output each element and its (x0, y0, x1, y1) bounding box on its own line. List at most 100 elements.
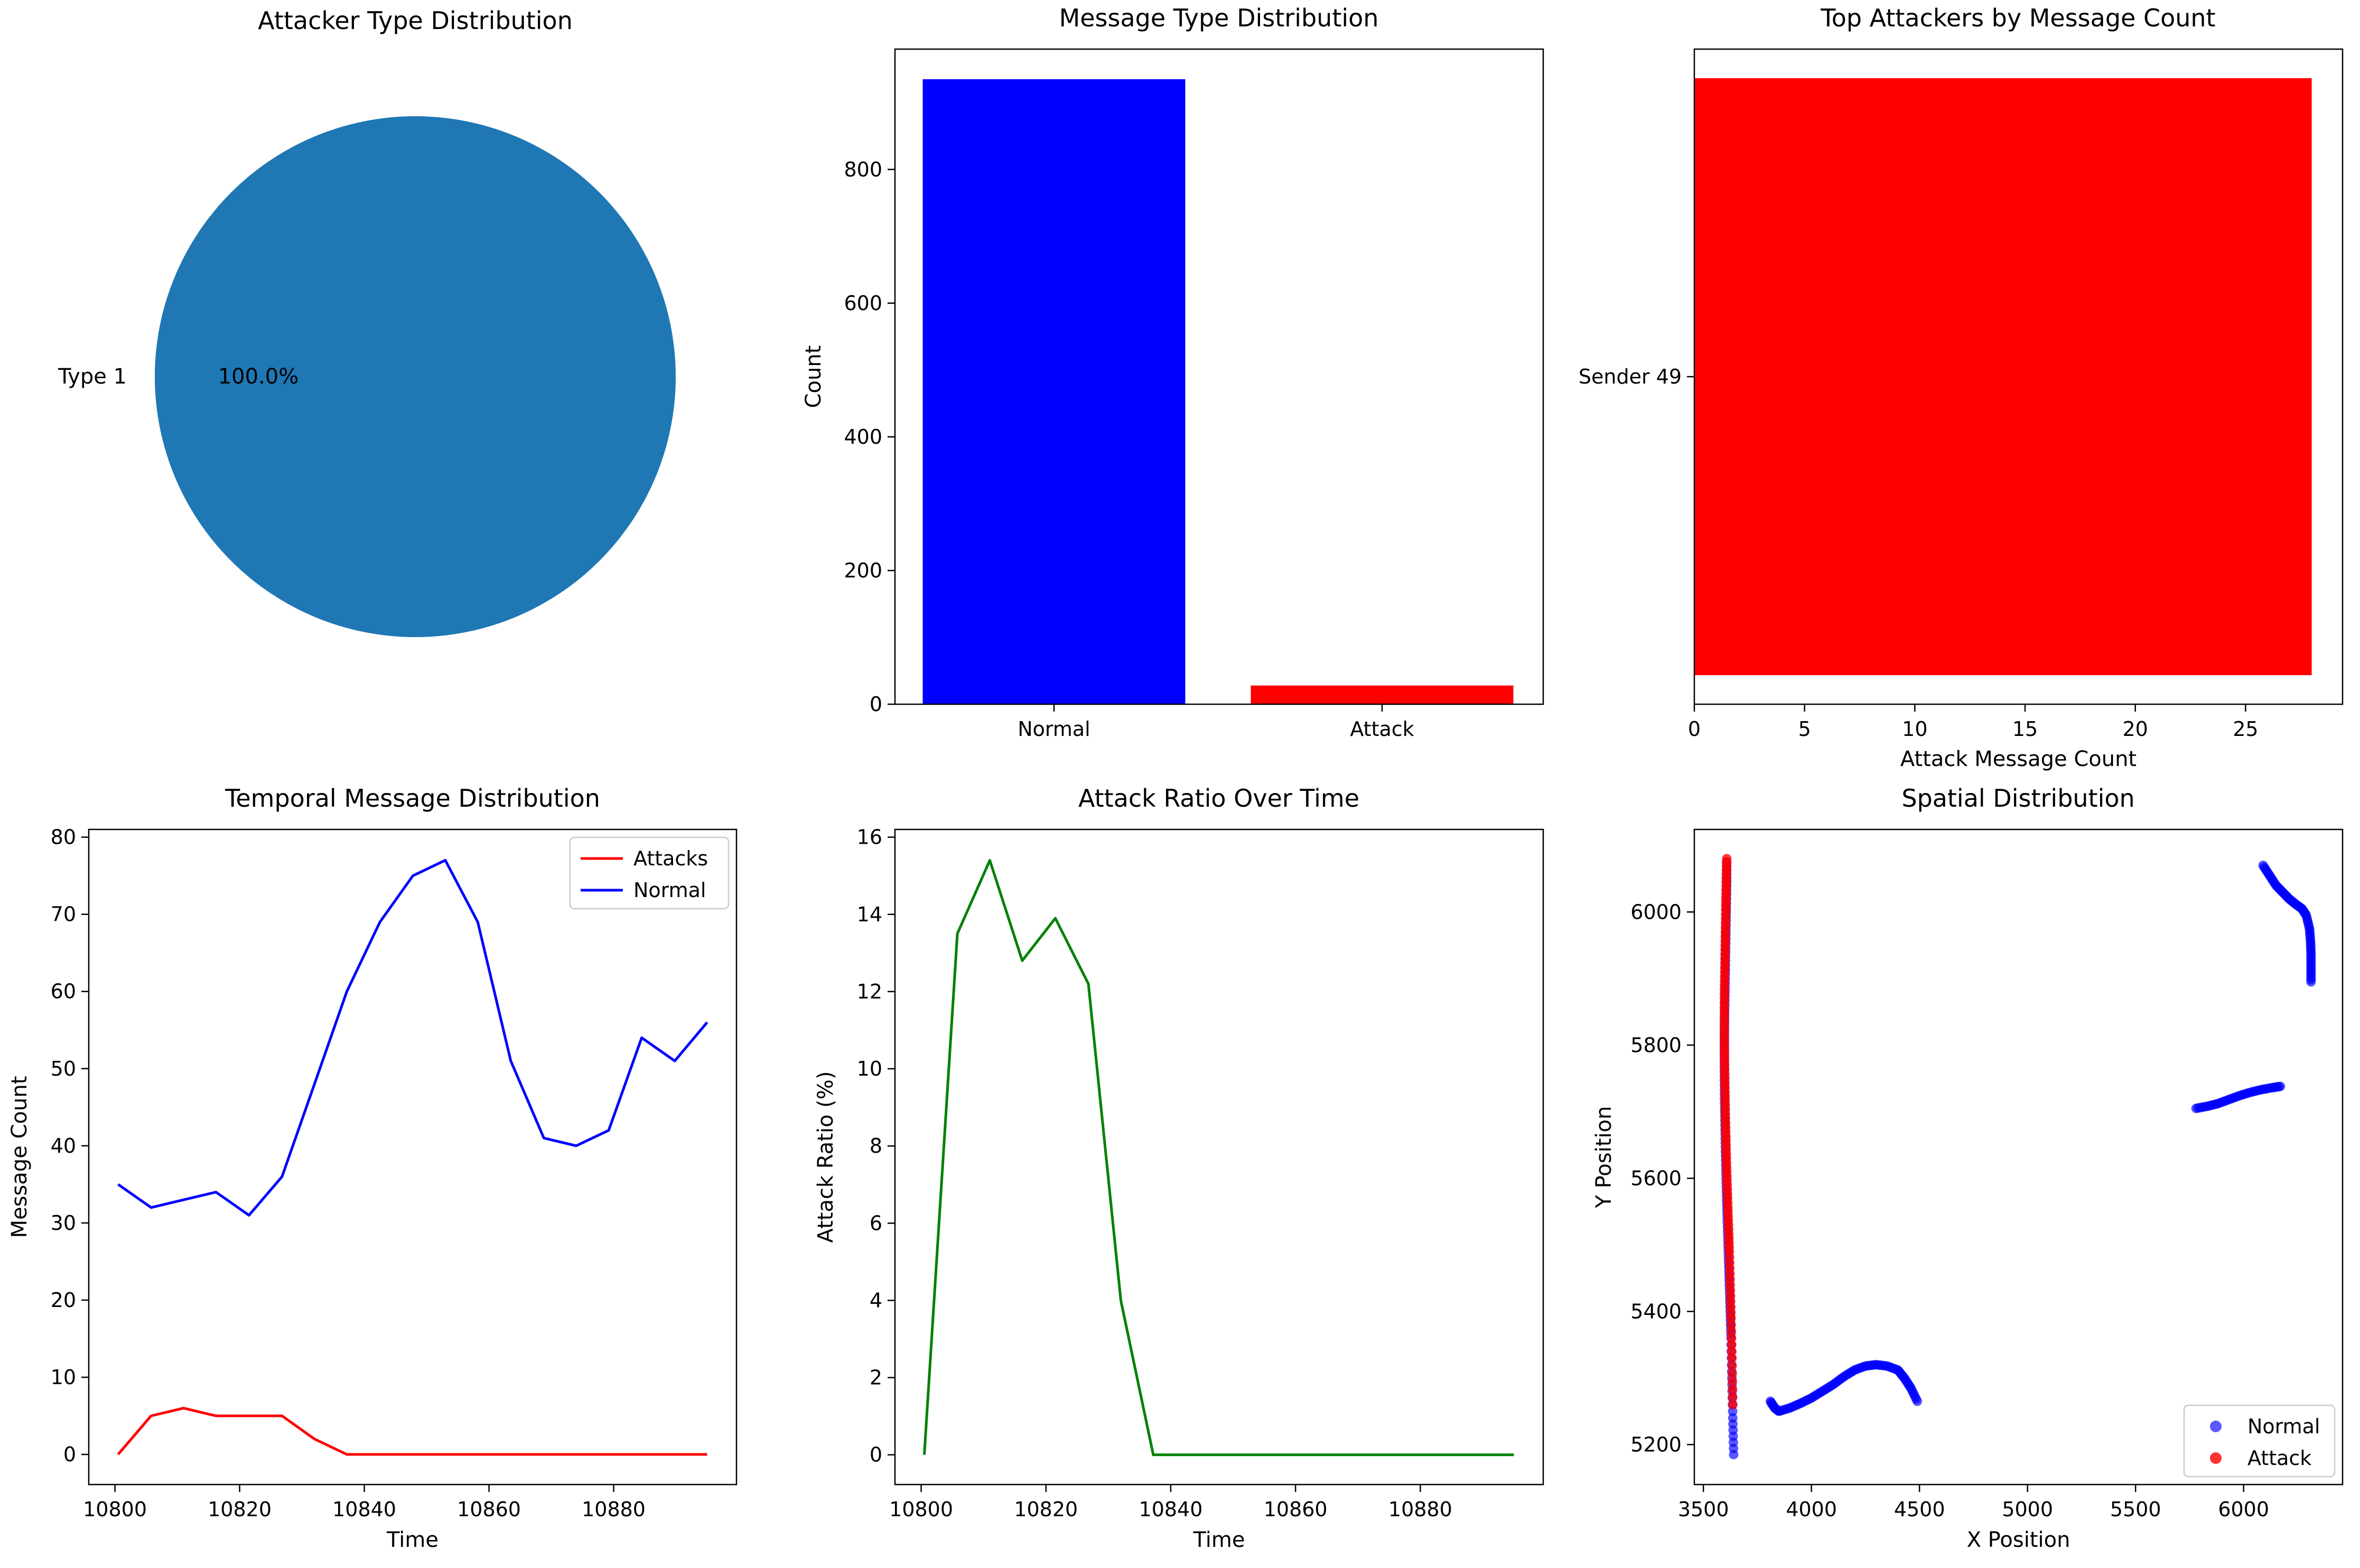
y-tick-label: 10 (857, 1057, 882, 1080)
x-tick-label: 5 (1798, 717, 1811, 741)
pie-pct-label: 100.0% (218, 365, 299, 389)
scatter-point (2275, 1081, 2286, 1091)
legend-label: Attacks (633, 847, 708, 870)
y-tick-label: 2 (870, 1366, 882, 1389)
scatter-point (1727, 1327, 1737, 1337)
y-tick-label: 0 (870, 693, 882, 716)
y-tick-label: 20 (51, 1289, 76, 1312)
bar (922, 79, 1186, 705)
scatter-point (1726, 1313, 1736, 1323)
scatter-point (1913, 1396, 1923, 1406)
y-tick-label: 5600 (1630, 1166, 1682, 1190)
y-axis-label: Attack Ratio (%) (814, 1071, 838, 1243)
scatter-point (1727, 1346, 1737, 1356)
scatter-point (1727, 1368, 1737, 1378)
y-axis-label: Count (801, 346, 826, 408)
y-axis-label: Message Count (7, 1076, 32, 1238)
y-tick-label: 16 (857, 826, 882, 849)
x-tick-label: 10880 (582, 1498, 646, 1521)
x-tick-label: 6000 (2218, 1498, 2269, 1521)
scatter-point (1727, 1361, 1737, 1371)
y-tick-label: 30 (51, 1211, 76, 1235)
y-tick-label: Sender 49 (1579, 365, 1682, 388)
axes-frame (88, 828, 738, 1486)
x-tick-label: 20 (2123, 717, 2148, 741)
series-line (117, 1406, 707, 1456)
y-tick-label: 5800 (1630, 1033, 1682, 1057)
y-tick-label: 8 (870, 1134, 882, 1158)
y-tick-label: 0 (870, 1443, 882, 1467)
x-tick-label: 10820 (1014, 1498, 1078, 1521)
legend-label: Attack (2247, 1446, 2311, 1470)
scatter-point (1728, 1392, 1738, 1402)
x-tick-label: 3500 (1678, 1498, 1729, 1521)
x-axis-label: Attack Message Count (1900, 747, 2137, 771)
legend-marker (2210, 1452, 2222, 1464)
scatter-point (1727, 1353, 1737, 1363)
legend-label: Normal (2247, 1415, 2320, 1438)
chart-title: Attack Ratio Over Time (1078, 784, 1359, 813)
legend-marker (2210, 1421, 2222, 1432)
chart-title: Temporal Message Distribution (225, 784, 600, 813)
x-tick-label: 10840 (1139, 1498, 1203, 1521)
axes-frame (1693, 828, 2344, 1486)
y-tick-label: 800 (844, 158, 882, 181)
y-axis-label: Y Position (1592, 1106, 1616, 1209)
chart-title: Message Type Distribution (1059, 4, 1379, 32)
y-tick-label: 50 (51, 1057, 76, 1080)
scatter-point (1728, 1406, 1738, 1416)
y-tick-label: 600 (844, 292, 882, 315)
y-tick-label: 70 (51, 903, 76, 926)
x-tick-label: 10800 (83, 1498, 147, 1521)
axes-frame (1693, 48, 2344, 705)
x-axis-label: Time (386, 1528, 439, 1552)
y-tick-label: 80 (51, 826, 76, 849)
scatter-point (2306, 977, 2316, 987)
y-tick-label: 14 (857, 903, 882, 926)
y-tick-label: 40 (51, 1134, 76, 1158)
x-tick-label: 4000 (1786, 1498, 1837, 1521)
pie-chart-attacker-type: Attacker Type Distribution Type 1 100.0% (58, 6, 676, 637)
x-tick-label: 5000 (2002, 1498, 2053, 1521)
scatter-chart-spatial-distribution: Spatial Distribution 3500 4000 4500 5000 5500… (1592, 784, 2344, 1552)
bar-chart-message-type: Message Type Distribution Normal Attack 0 20… (801, 4, 1544, 741)
x-tick-label: 25 (2233, 717, 2258, 741)
series-line (117, 858, 708, 1217)
x-tick-label: 5500 (2110, 1498, 2161, 1521)
x-tick-label: 10 (1902, 717, 1927, 741)
y-tick-label: 6000 (1630, 900, 1682, 923)
scatter-point (1728, 1384, 1738, 1394)
legend-label: Normal (633, 879, 706, 902)
scatter-point (1726, 1320, 1736, 1330)
x-tick-label: 10860 (457, 1498, 521, 1521)
y-tick-label: 6 (870, 1211, 882, 1235)
x-tick-label: 10880 (1388, 1498, 1452, 1521)
x-tick-label: 0 (1688, 717, 1701, 741)
legend-box (2183, 1404, 2336, 1478)
x-tick-label: Attack (1350, 717, 1414, 741)
chart-title: Attacker Type Distribution (258, 6, 573, 35)
pie-slice (155, 116, 676, 637)
scatter-point (1729, 1450, 1739, 1460)
scatter-point (1727, 1333, 1737, 1343)
scatter-point (1727, 1340, 1737, 1350)
x-tick-label: Normal (1018, 717, 1090, 741)
y-tick-label: 400 (844, 425, 882, 449)
x-tick-label: 10820 (208, 1498, 272, 1521)
scatter-point (1727, 1376, 1737, 1386)
series-line (923, 859, 1514, 1457)
y-tick-label: 0 (63, 1443, 76, 1466)
axes-frame (894, 828, 1544, 1486)
x-axis-label: X Position (1967, 1528, 2070, 1552)
x-tick-label: 4500 (1894, 1498, 1945, 1521)
x-tick-label: 10860 (1264, 1498, 1328, 1521)
y-tick-label: 4 (870, 1289, 882, 1312)
y-tick-label: 60 (51, 980, 76, 1003)
y-tick-label: 10 (51, 1366, 76, 1389)
x-axis-label: Time (1193, 1528, 1245, 1552)
x-tick-label: 15 (2012, 717, 2038, 741)
chart-title: Top Attackers by Message Count (1820, 4, 2215, 32)
